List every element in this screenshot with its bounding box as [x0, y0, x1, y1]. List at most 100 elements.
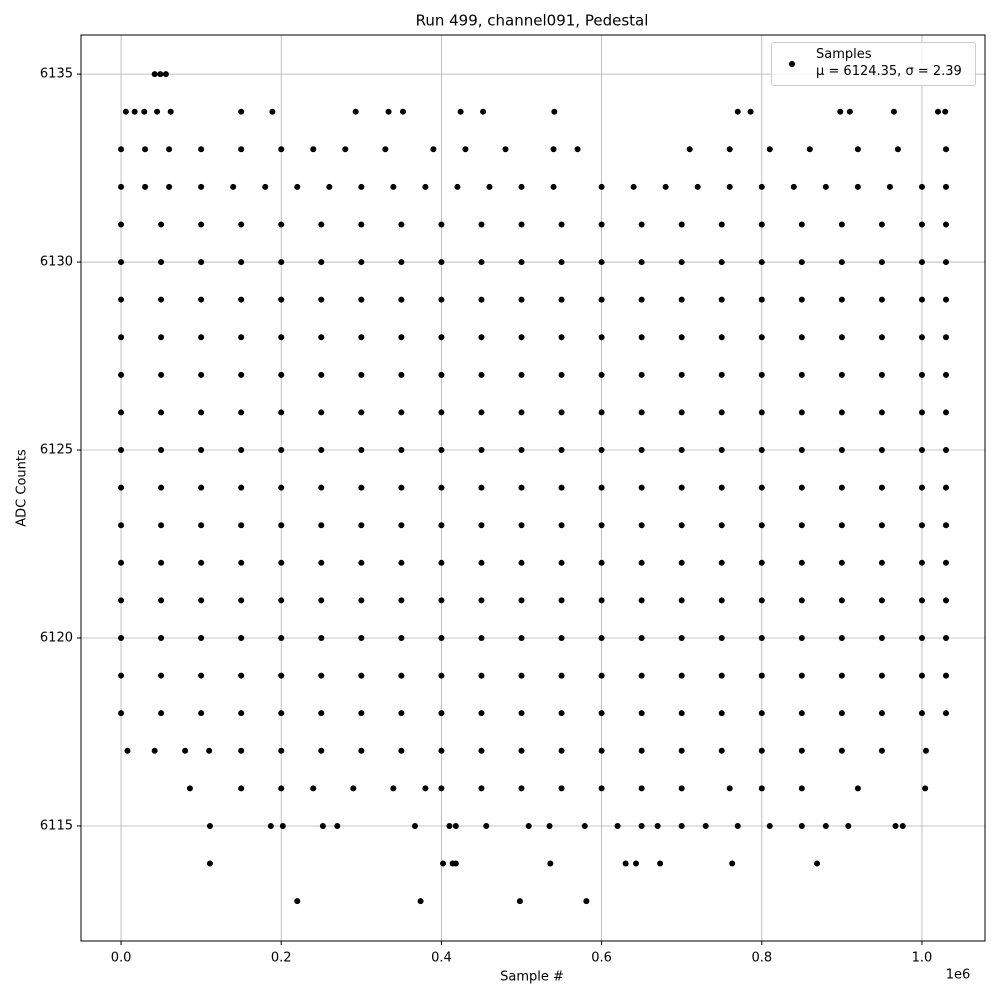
point [718, 296, 725, 303]
point [198, 334, 205, 341]
point [158, 409, 165, 416]
point [358, 221, 365, 228]
point [798, 559, 805, 566]
point [198, 409, 205, 416]
point [118, 409, 125, 416]
point [398, 334, 405, 341]
point [758, 371, 765, 378]
point [318, 296, 325, 303]
point [822, 822, 829, 829]
point [638, 221, 645, 228]
point [798, 259, 805, 266]
point [478, 371, 485, 378]
point [318, 371, 325, 378]
point [385, 108, 392, 115]
point [158, 597, 165, 604]
point [278, 597, 285, 604]
point [598, 447, 605, 454]
point [438, 672, 445, 679]
point [854, 146, 861, 153]
point [398, 221, 405, 228]
point [718, 672, 725, 679]
legend-marker [789, 61, 795, 67]
point [547, 860, 554, 867]
point [118, 710, 125, 717]
point [118, 296, 125, 303]
point [278, 747, 285, 754]
point [558, 259, 565, 266]
point [638, 409, 645, 416]
point [718, 409, 725, 416]
point [518, 183, 525, 190]
point [478, 259, 485, 266]
point [942, 221, 949, 228]
point [238, 447, 245, 454]
point [838, 296, 845, 303]
point [694, 183, 701, 190]
point [598, 409, 605, 416]
point [758, 484, 765, 491]
point [278, 484, 285, 491]
point [358, 634, 365, 641]
point [478, 409, 485, 416]
point [918, 484, 925, 491]
point [318, 747, 325, 754]
point [438, 785, 445, 792]
point [678, 447, 685, 454]
point [942, 522, 949, 529]
point [358, 334, 365, 341]
point [358, 597, 365, 604]
point [518, 409, 525, 416]
point [186, 785, 193, 792]
point [798, 409, 805, 416]
point [598, 259, 605, 266]
point [267, 822, 274, 829]
point [358, 296, 365, 303]
point [162, 71, 169, 78]
point [918, 259, 925, 266]
point [206, 822, 213, 829]
point [518, 259, 525, 266]
point [598, 785, 605, 792]
legend: Samples μ = 6124.35, σ = 2.39 [771, 42, 976, 86]
point [678, 259, 685, 266]
point [206, 747, 213, 754]
point [158, 334, 165, 341]
point [457, 108, 464, 115]
point [726, 146, 733, 153]
point [478, 747, 485, 754]
point [278, 334, 285, 341]
point [918, 409, 925, 416]
x-axis-label: Sample # [500, 970, 564, 985]
y-tick-label: 6125 [40, 443, 73, 458]
x-tick-label: 0.2 [271, 951, 292, 966]
point [230, 183, 237, 190]
point [678, 559, 685, 566]
point [278, 634, 285, 641]
point [518, 334, 525, 341]
point [638, 371, 645, 378]
point [838, 559, 845, 566]
point [734, 822, 741, 829]
point [798, 522, 805, 529]
point [558, 597, 565, 604]
point [598, 634, 605, 641]
point [718, 747, 725, 754]
point [318, 522, 325, 529]
point [574, 146, 581, 153]
point [417, 898, 424, 905]
point [550, 183, 557, 190]
point [238, 409, 245, 416]
point [718, 447, 725, 454]
point [422, 785, 429, 792]
point [238, 108, 245, 115]
point [118, 259, 125, 266]
point [678, 522, 685, 529]
point [718, 371, 725, 378]
point [678, 484, 685, 491]
point [238, 747, 245, 754]
point [758, 522, 765, 529]
point [478, 221, 485, 228]
point [398, 710, 405, 717]
point [918, 334, 925, 341]
